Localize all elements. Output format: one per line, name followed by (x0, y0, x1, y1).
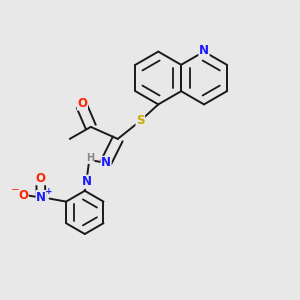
Text: O: O (77, 97, 87, 110)
Text: H: H (86, 153, 94, 164)
Text: −: − (11, 185, 20, 195)
Text: N: N (36, 190, 46, 204)
Text: O: O (18, 189, 28, 202)
Text: +: + (45, 188, 53, 196)
Text: O: O (36, 172, 46, 185)
Text: S: S (136, 114, 145, 128)
Text: N: N (82, 175, 92, 188)
Text: N: N (101, 156, 111, 170)
Text: N: N (199, 44, 209, 57)
